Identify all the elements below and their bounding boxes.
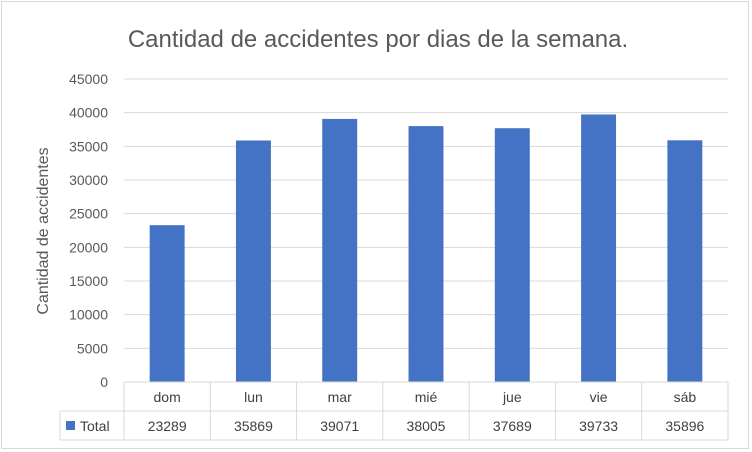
y-tick-label: 30000 <box>69 172 108 188</box>
category-label: mar <box>328 389 352 405</box>
bar-lun <box>235 140 271 382</box>
data-value-label: 39733 <box>579 418 618 434</box>
bar-mar <box>322 118 358 382</box>
data-value-label: 37689 <box>493 418 532 434</box>
y-tick-label: 10000 <box>69 307 108 323</box>
y-tick-label: 0 <box>100 374 108 390</box>
y-tick-label: 15000 <box>69 273 108 289</box>
data-value-label: 23289 <box>148 418 187 434</box>
y-axis-title: Cantidad de accidentes <box>35 147 52 314</box>
bar-mié <box>408 126 444 382</box>
legend-key <box>66 421 75 430</box>
bar-vie <box>581 114 617 382</box>
category-label: jue <box>502 389 522 405</box>
y-tick-label: 25000 <box>69 206 108 222</box>
series-name: Total <box>80 418 110 434</box>
category-label: lun <box>244 389 263 405</box>
category-label: sáb <box>674 389 697 405</box>
data-value-label: 35896 <box>665 418 704 434</box>
bars <box>149 114 703 382</box>
bar-jue <box>494 128 530 382</box>
data-value-label: 38005 <box>407 418 446 434</box>
y-tick-label: 45000 <box>69 71 108 87</box>
y-tick-label: 20000 <box>69 239 108 255</box>
data-value-label: 35869 <box>234 418 273 434</box>
y-tick-label: 35000 <box>69 138 108 154</box>
data-table: dom 23289 lun 35869 mar 39071 mié 38005 jue 37689… <box>59 381 729 441</box>
bar-dom <box>149 225 185 382</box>
category-label: vie <box>590 389 608 405</box>
bar-sáb <box>667 140 703 382</box>
data-value-label: 39071 <box>320 418 359 434</box>
chart-title: Cantidad de accidentes por dias de la se… <box>128 26 628 53</box>
y-tick-label: 40000 <box>69 105 108 121</box>
category-label: mié <box>415 389 438 405</box>
y-tick-label: 5000 <box>77 340 108 356</box>
y-tick-labels: 0 5000 10000 15000 20000 25000 30000 35000 40000… <box>69 71 108 390</box>
category-label: dom <box>154 389 181 405</box>
